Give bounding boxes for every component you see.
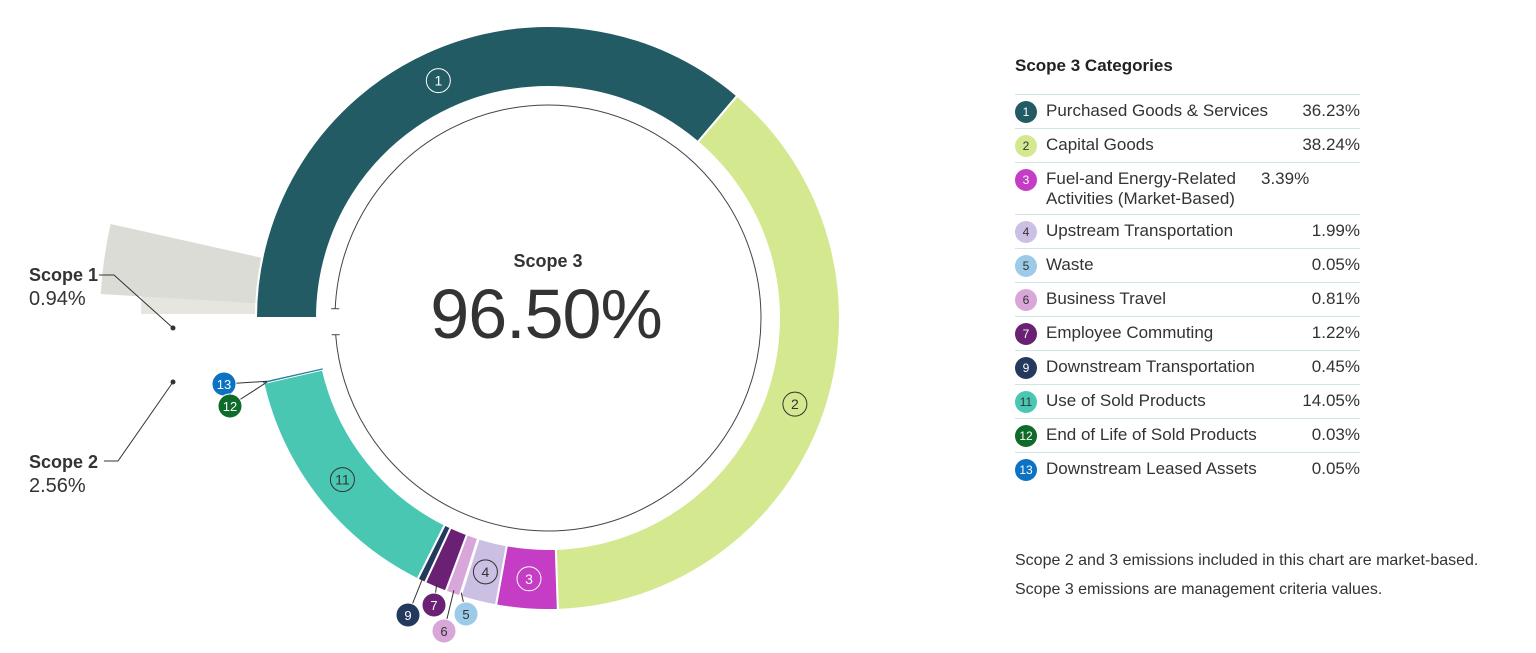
legend-item-7: 7 Employee Commuting 1.22% — [1015, 316, 1360, 350]
ring-marker-label-3: 3 — [525, 571, 533, 587]
legend-value: 0.05% — [1311, 255, 1360, 274]
scope2-label: Scope 2 2.56% — [29, 452, 98, 498]
legend-item-12: 12 End of Life of Sold Products 0.03% — [1015, 418, 1360, 452]
ring-marker-11 — [329, 467, 355, 493]
scope2-leader — [104, 381, 174, 462]
legend-badge: 1 — [1015, 101, 1037, 123]
ring-marker-1 — [425, 68, 451, 94]
ring-segment-12 — [263, 369, 323, 384]
note-line: Scope 3 emissions are management criteri… — [1015, 581, 1383, 598]
legend-rows: 1 Purchased Goods & Services 36.23% 2 Capita… — [1015, 94, 1360, 486]
legend-badge: 12 — [1015, 425, 1037, 447]
legend-label: Employee Commuting — [1046, 323, 1214, 342]
legend-value: 0.03% — [1311, 425, 1360, 444]
callout-label-12: 12 — [223, 399, 237, 414]
callout-marker-5 — [453, 601, 479, 627]
legend-value: 0.45% — [1311, 357, 1360, 376]
ring-segment-13 — [263, 368, 323, 383]
legend-badge: 7 — [1015, 323, 1037, 345]
legend-label: Waste — [1046, 255, 1094, 274]
legend-value: 38.24% — [1302, 135, 1360, 154]
ring-background — [255, 25, 841, 611]
legend-item-6: 6 Business Travel 0.81% — [1015, 282, 1360, 316]
legend-badge: 2 — [1015, 135, 1037, 157]
ring-marker-label-2: 2 — [791, 396, 799, 412]
scope1-name: Scope 1 — [29, 265, 99, 285]
legend-label: End of Life of Sold Products — [1046, 425, 1257, 444]
center-value: 96.50% — [430, 275, 661, 353]
callout-label-9: 9 — [404, 608, 411, 623]
legend-item-5: 5 Waste 0.05% — [1015, 248, 1360, 282]
legend-item-9: 9 Downstream Transportation 0.45% — [1015, 350, 1360, 384]
legend-label: Upstream Transportation — [1046, 221, 1234, 240]
ring-segment-1 — [254, 25, 739, 319]
legend-value: 14.05% — [1302, 391, 1360, 410]
legend-label: Downstream Leased Assets — [1046, 459, 1257, 478]
legend-badge: 5 — [1015, 255, 1037, 277]
scope1-leader-dot — [170, 325, 176, 331]
legend-value: 3.39% — [1261, 169, 1310, 188]
legend-label: Downstream Transportation — [1046, 357, 1255, 376]
legend-label: Fuel-and Energy-Related Activities (Mark… — [1046, 169, 1236, 208]
scope1-value: 0.94% — [29, 288, 86, 310]
scope2-value: 2.56% — [29, 475, 86, 497]
scope2-name: Scope 2 — [29, 452, 99, 472]
scope2-leader-dot — [170, 379, 176, 385]
legend-item-13: 13 Downstream Leased Assets 0.05% — [1015, 452, 1360, 486]
callout-label-6: 6 — [440, 624, 447, 639]
legend-badge: 4 — [1015, 221, 1037, 243]
callout-label-5: 5 — [462, 607, 469, 622]
legend-badge: 3 — [1015, 169, 1037, 191]
callout-marker-7 — [421, 592, 447, 618]
legend-value: 36.23% — [1302, 101, 1360, 120]
legend-item-11: 11 Use of Sold Products 14.05% — [1015, 384, 1360, 418]
ring-marker-label-1: 1 — [434, 73, 442, 89]
scope1-leader — [99, 274, 174, 329]
note-line: Scope 2 and 3 emissions included in this… — [1015, 552, 1479, 569]
legend-badge: 11 — [1015, 391, 1037, 413]
legend-label: Purchased Goods & Services — [1046, 101, 1269, 120]
ring-marker-label-11: 11 — [335, 472, 350, 488]
legend-value: 1.99% — [1311, 221, 1360, 240]
legend-value: 0.05% — [1311, 459, 1360, 478]
ring-marker-4 — [472, 559, 498, 585]
chart-notes: Scope 2 and 3 emissions included in this… — [1015, 546, 1478, 604]
legend-item-2: 2 Capital Goods 38.24% — [1015, 128, 1360, 162]
legend-badge: 13 — [1015, 459, 1037, 481]
legend-value: 0.81% — [1311, 289, 1360, 308]
legend-title: Scope 3 Categories — [1015, 56, 1173, 75]
legend-badge: 6 — [1015, 289, 1037, 311]
center-label: Scope 3 — [513, 251, 582, 271]
legend-label: Capital Goods — [1046, 135, 1154, 154]
legend-value: 1.22% — [1311, 323, 1360, 342]
legend-badge: 9 — [1015, 357, 1037, 379]
ring-marker-label-4: 4 — [482, 564, 490, 580]
callout-marker-6 — [431, 618, 457, 644]
legend-label: Use of Sold Products — [1046, 391, 1206, 410]
scope1-label: Scope 1 0.94% — [29, 265, 98, 311]
inner-arc — [334, 104, 762, 532]
callout-label-7: 7 — [430, 598, 437, 613]
ring-segment-2 — [554, 94, 841, 611]
legend-item-4: 4 Upstream Transportation 1.99% — [1015, 214, 1360, 248]
legend-item-1: 1 Purchased Goods & Services 36.23% — [1015, 94, 1360, 128]
ring-marker-2 — [782, 391, 808, 417]
legend: Scope 3 Categories 1 Purchased Goods & Se… — [1015, 56, 1360, 486]
ring-marker-3 — [516, 566, 542, 592]
legend-label: Business Travel — [1046, 289, 1166, 308]
callout-marker-9 — [395, 602, 421, 628]
legend-item-3: 3 Fuel-and Energy-Related Activities (Mar… — [1015, 162, 1360, 214]
callout-label-13: 13 — [217, 377, 231, 392]
callout-marker-12 — [217, 393, 243, 419]
